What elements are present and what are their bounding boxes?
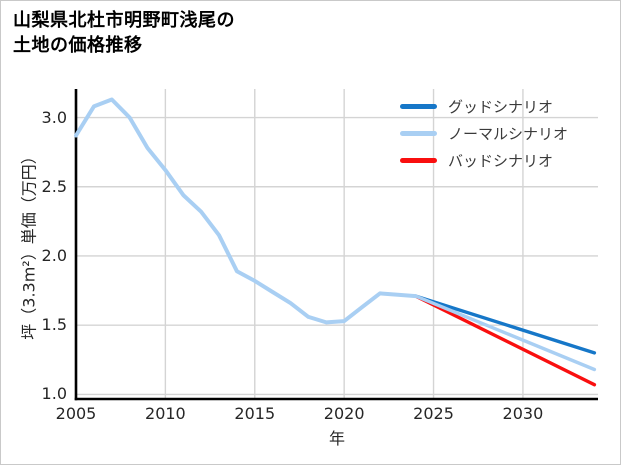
x-tick-label: 2005 (55, 404, 97, 423)
x-axis-label: 年 (328, 429, 345, 448)
y-tick-label: 1.0 (41, 384, 67, 404)
legend-label-normal: ノーマルシナリオ (448, 125, 569, 143)
legend-swatch-bad-icon (400, 158, 437, 163)
series-line-normal-scenario (414, 294, 597, 372)
y-axis-label: 坪（3.3m²）単価（万円） (20, 148, 40, 340)
y-tick-label: 1.5 (41, 315, 67, 335)
x-tick-label: 2030 (502, 404, 544, 423)
y-tick-label: 2.5 (41, 176, 67, 196)
legend-item-bad-scenario: バッドシナリオ (400, 147, 568, 174)
x-tick-label: 2015 (234, 404, 276, 423)
legend-label-good: グッドシナリオ (448, 98, 554, 116)
x-tick-label: 2020 (323, 404, 365, 423)
legend-label-bad: バッドシナリオ (448, 152, 554, 170)
legend-swatch-normal-icon (400, 131, 437, 136)
series-line-bad-scenario (414, 294, 597, 387)
chart-title-line-1: 山梨県北杜市明野町浅尾の (13, 10, 235, 31)
chart-legend: グッドシナリオ ノーマルシナリオ バッドシナリオ (400, 93, 568, 174)
series-line-good-scenario (414, 294, 597, 355)
chart-title-line-2: 土地の価格推移 (13, 35, 143, 56)
x-tick-label: 2025 (413, 404, 454, 423)
y-tick-label: 3.0 (41, 107, 67, 127)
x-tick-label: 2010 (145, 404, 186, 423)
legend-swatch-good-icon (400, 104, 437, 109)
legend-item-good-scenario: グッドシナリオ (400, 93, 568, 120)
chart-title: 山梨県北杜市明野町浅尾の 土地の価格推移 (13, 8, 235, 58)
y-tick-label: 2.0 (41, 245, 67, 265)
series-line-history (74, 97, 418, 325)
legend-item-normal-scenario: ノーマルシナリオ (400, 120, 568, 147)
